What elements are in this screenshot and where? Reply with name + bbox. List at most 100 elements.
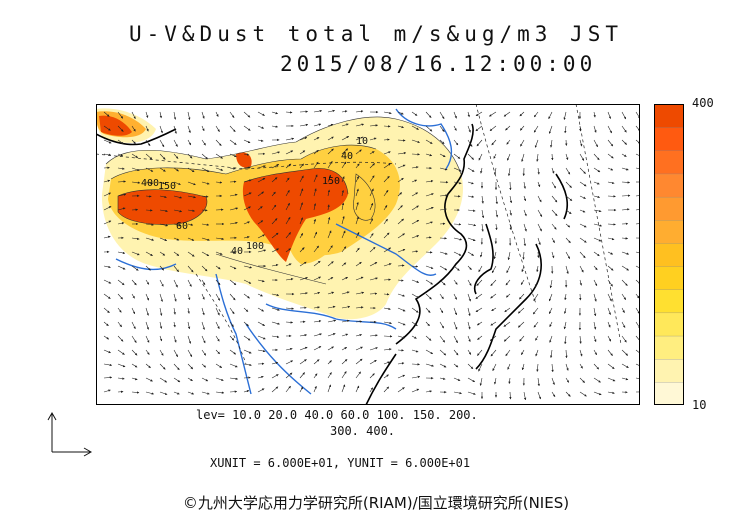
wind-vector-arrow: [579, 265, 584, 273]
wind-vector-arrow: [285, 347, 293, 351]
wind-vector-arrow: [478, 265, 483, 273]
wind-vector-arrow: [503, 335, 511, 342]
wind-vector-arrow: [607, 349, 613, 356]
wind-vector-arrow: [299, 386, 304, 393]
wind-vector-arrow: [215, 251, 223, 255]
wind-vector-arrow: [299, 233, 304, 239]
wind-vector-arrow: [187, 139, 192, 146]
wind-vector-arrow: [397, 249, 406, 253]
wind-vector-arrow: [509, 391, 512, 400]
wind-vector-arrow: [271, 307, 280, 311]
wind-vector-arrow: [117, 349, 125, 355]
wind-vector-arrow: [285, 216, 291, 225]
wind-vector-arrow: [607, 195, 616, 198]
wind-vector-arrow: [550, 349, 553, 358]
wind-vector-arrow: [187, 279, 192, 287]
wind-vector-arrow: [257, 111, 265, 116]
wind-vector-arrow: [187, 265, 194, 273]
wind-vector-arrow: [537, 181, 541, 188]
wind-vector-arrow: [411, 250, 419, 253]
wind-vector-arrow: [201, 307, 205, 316]
wind-vector-arrow: [327, 319, 337, 323]
wind-vector-arrow: [537, 167, 540, 175]
wind-vector-arrow: [145, 111, 149, 118]
wind-vector-arrow: [271, 191, 276, 197]
wind-vector-arrow: [397, 335, 406, 339]
wind-vector-arrow: [439, 208, 447, 211]
wind-vector-arrow: [439, 194, 448, 197]
wind-vector-arrow: [341, 148, 349, 155]
wind-vector-arrow: [341, 305, 351, 309]
wind-vector-arrow: [523, 195, 527, 202]
wind-vector-arrow: [229, 390, 238, 393]
wind-vector-arrow: [145, 265, 151, 271]
wind-vector-arrow: [257, 388, 265, 393]
wind-vector-arrow: [593, 293, 597, 302]
wind-vector-arrow: [565, 391, 571, 397]
wind-vector-arrow: [491, 265, 497, 274]
wind-vector-arrow: [299, 333, 307, 337]
wind-vector-arrow: [621, 111, 627, 120]
wind-vector-arrow: [491, 139, 497, 146]
wind-vector-arrow: [285, 385, 291, 393]
wind-vector-arrow: [201, 237, 210, 241]
wind-vector-arrow: [607, 111, 611, 119]
wind-vector-arrow: [579, 181, 587, 187]
wind-vector-arrow: [411, 349, 419, 353]
wind-vector-arrow: [383, 335, 393, 338]
wind-vector-arrow: [103, 111, 110, 117]
wind-vector-arrow: [411, 265, 419, 268]
wind-vector-arrow: [159, 293, 163, 302]
wind-vector-arrow: [607, 223, 616, 226]
wind-vector-arrow: [271, 151, 280, 155]
wind-vector-arrow: [533, 321, 539, 328]
wind-vector-arrow: [215, 377, 224, 381]
wind-vector-arrow: [503, 321, 511, 327]
wind-vector-arrow: [495, 209, 499, 218]
wind-vector-arrow: [579, 153, 585, 161]
wind-vector-arrow: [551, 167, 555, 174]
wind-vector-arrow: [563, 111, 567, 120]
wind-vector-arrow: [425, 221, 433, 225]
wind-vector-arrow: [187, 111, 191, 120]
wind-vector-arrow: [159, 153, 166, 160]
wind-vector-arrow: [479, 251, 483, 258]
wind-vector-arrow: [201, 335, 206, 344]
wind-vector-arrow: [131, 111, 136, 120]
wind-vector-arrow: [536, 153, 539, 162]
wind-vector-arrow: [519, 335, 525, 342]
wind-vector-arrow: [475, 307, 483, 313]
wind-vector-arrow: [439, 321, 444, 329]
wind-vector-arrow: [369, 359, 377, 365]
wind-vector-arrow: [397, 264, 405, 267]
wind-vector-arrow: [533, 125, 539, 133]
wind-vector-arrow: [537, 237, 541, 246]
wind-vector-arrow: [475, 293, 483, 300]
wind-vector-arrow: [535, 335, 539, 341]
wind-vector-arrow: [383, 263, 392, 267]
wind-vector-arrow: [411, 279, 420, 283]
wind-vector-arrow: [549, 279, 553, 289]
wind-vector-arrow: [621, 265, 629, 271]
wind-vector-arrow: [131, 139, 136, 145]
wind-vector-arrow: [327, 384, 332, 393]
wind-vector-arrow: [439, 377, 446, 380]
wind-vector-arrow: [173, 293, 177, 302]
wind-vector-arrow: [607, 391, 615, 395]
wind-vector-arrow: [453, 265, 460, 271]
wind-vector-arrow: [299, 359, 307, 365]
wind-vector-arrow: [327, 230, 332, 239]
wind-vector-arrow: [565, 349, 568, 359]
wind-vector-arrow: [103, 235, 111, 239]
wind-vector-arrow: [565, 181, 572, 188]
wind-vector-arrow: [341, 371, 347, 379]
wind-vector-arrow: [439, 335, 446, 343]
wind-vector-arrow: [621, 194, 631, 197]
wind-vector-arrow: [327, 346, 334, 351]
wind-vector-arrow: [517, 321, 525, 328]
wind-vector-arrow: [549, 335, 553, 343]
wind-vector-arrow: [257, 139, 264, 142]
wind-vector-arrow: [505, 279, 511, 286]
wind-vector-arrow: [593, 209, 602, 213]
wind-vector-arrow: [341, 384, 346, 393]
